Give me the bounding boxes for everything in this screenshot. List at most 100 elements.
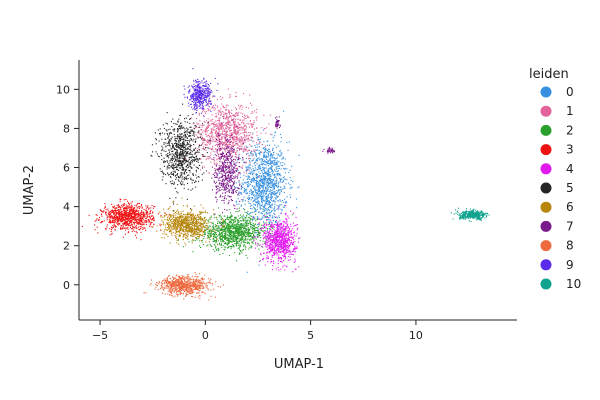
data-point [230, 223, 232, 225]
data-point [209, 243, 211, 245]
data-point [243, 240, 245, 242]
data-point [122, 236, 124, 238]
data-point [273, 226, 275, 228]
data-point [217, 127, 219, 129]
data-point [117, 219, 119, 221]
data-point [259, 159, 261, 161]
data-point [285, 228, 287, 230]
data-point [278, 247, 280, 249]
data-point [283, 178, 285, 180]
data-point [217, 228, 219, 230]
data-point [247, 211, 249, 213]
data-point [221, 142, 223, 144]
data-point [230, 135, 232, 137]
data-point [258, 222, 260, 224]
data-point [267, 197, 269, 199]
data-point [280, 241, 282, 243]
data-point [224, 234, 226, 236]
data-point [264, 151, 266, 153]
data-point [238, 221, 240, 223]
data-point [266, 235, 268, 237]
data-point [273, 151, 275, 153]
data-point [137, 213, 139, 215]
data-point [268, 221, 270, 223]
data-point [125, 222, 127, 224]
data-point [280, 141, 282, 143]
data-point [232, 219, 234, 221]
data-point [141, 206, 143, 208]
data-point [277, 231, 279, 233]
data-point [273, 154, 275, 156]
data-point [181, 160, 183, 162]
data-point [294, 249, 296, 251]
data-point [287, 244, 289, 246]
data-point [270, 183, 272, 185]
data-point [225, 231, 227, 233]
data-point [273, 238, 275, 240]
data-point [223, 124, 225, 126]
data-point [225, 151, 227, 153]
data-point [285, 234, 287, 236]
data-point [288, 233, 290, 235]
data-point [278, 269, 280, 271]
data-point [260, 190, 262, 192]
data-point [263, 192, 265, 194]
data-point [256, 119, 258, 121]
data-point [274, 244, 276, 246]
data-point [266, 152, 268, 154]
data-point [269, 204, 271, 206]
data-point [239, 239, 241, 241]
data-point [255, 149, 257, 151]
data-point [266, 246, 268, 248]
data-point [249, 149, 251, 151]
data-point [111, 209, 113, 211]
data-point [211, 149, 213, 151]
data-point [217, 136, 219, 138]
data-point [150, 207, 152, 209]
data-point [220, 126, 222, 128]
data-point [296, 207, 298, 209]
data-point [218, 121, 220, 123]
data-point [276, 190, 278, 192]
data-point [276, 196, 278, 198]
data-point [257, 188, 259, 190]
data-point [232, 137, 234, 139]
data-point [269, 246, 271, 248]
data-point [259, 187, 261, 189]
data-point [250, 234, 252, 236]
data-point [215, 162, 217, 164]
data-point [136, 228, 138, 230]
data-point [290, 240, 292, 242]
data-point [272, 227, 274, 229]
data-point [130, 228, 132, 230]
data-point [265, 216, 267, 218]
data-point [190, 117, 192, 119]
data-point [227, 242, 229, 244]
data-point [123, 212, 125, 214]
data-point [290, 210, 292, 212]
data-point [183, 218, 185, 220]
data-point [271, 247, 273, 249]
data-point [241, 129, 243, 131]
data-point [272, 157, 274, 159]
data-point [123, 222, 125, 224]
data-point [212, 249, 214, 251]
data-point [114, 207, 116, 209]
data-point [219, 168, 221, 170]
data-point [280, 168, 282, 170]
data-point [250, 182, 252, 184]
data-point [245, 216, 247, 218]
data-point [205, 120, 207, 122]
data-point [248, 137, 250, 139]
data-point [214, 167, 216, 169]
data-point [259, 228, 261, 230]
data-point [291, 236, 293, 238]
data-point [248, 132, 250, 134]
data-point [275, 157, 277, 159]
data-point [210, 128, 212, 130]
data-point [266, 203, 268, 205]
data-point [250, 136, 252, 138]
data-point [211, 106, 213, 108]
data-point [112, 206, 114, 208]
data-point [120, 208, 122, 210]
